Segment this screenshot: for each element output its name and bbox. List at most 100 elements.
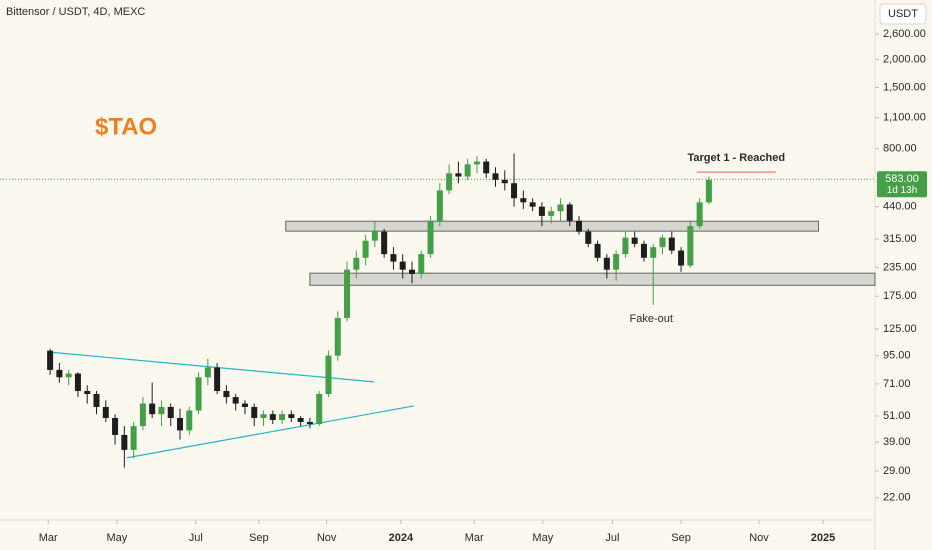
- fakeout-label: Fake-out: [630, 313, 673, 325]
- candle-body: [603, 257, 610, 270]
- candle-body: [668, 237, 675, 251]
- candle-body: [585, 231, 592, 244]
- candle-body: [316, 393, 323, 424]
- candle-body: [269, 414, 276, 420]
- candle-body: [251, 406, 258, 418]
- candle-body: [195, 377, 202, 411]
- candle-body: [325, 355, 332, 394]
- trendline: [127, 405, 414, 459]
- x-tick-label: 2024: [389, 532, 414, 544]
- trendline: [48, 351, 374, 383]
- candle-body: [84, 391, 91, 394]
- candle-body: [297, 417, 304, 422]
- chart-title: Bittensor / USDT, 4D, MEXC: [6, 6, 145, 18]
- candle-body: [557, 204, 564, 212]
- candle-body: [548, 211, 555, 216]
- candle-body: [74, 373, 81, 392]
- candle-body: [436, 190, 443, 221]
- countdown: 1d 13h: [887, 185, 918, 196]
- candle-body: [446, 173, 453, 191]
- candle-body: [408, 269, 415, 275]
- candle-body: [112, 417, 119, 435]
- candle-body: [204, 367, 211, 378]
- candle-body: [427, 220, 434, 255]
- x-tick-label: Mar: [465, 532, 484, 544]
- x-tick-label: 2025: [811, 532, 835, 544]
- y-tick-label: 29.00: [883, 465, 911, 477]
- candle-body: [464, 164, 471, 177]
- candle-body: [455, 173, 462, 177]
- candle-body: [418, 254, 425, 275]
- candle-body: [93, 393, 100, 407]
- x-tick-label: Sep: [249, 532, 269, 544]
- candle-body: [334, 317, 341, 356]
- last-price-box: [877, 171, 927, 198]
- candle-body: [696, 202, 703, 227]
- x-tick-label: Mar: [39, 532, 58, 544]
- candle-body: [344, 269, 351, 318]
- candle-body: [102, 406, 109, 418]
- y-tick-label: 175.00: [883, 290, 917, 302]
- candle-body: [288, 414, 295, 418]
- candle-body: [149, 403, 156, 415]
- y-tick-label: 39.00: [883, 436, 911, 448]
- target-label: Target 1 - Reached: [687, 152, 785, 164]
- candle-body: [511, 183, 518, 199]
- candle-body: [241, 403, 248, 407]
- candle-body: [130, 426, 137, 450]
- x-tick-label: May: [532, 532, 553, 544]
- candle-body: [566, 204, 573, 221]
- candle-body: [381, 231, 388, 255]
- candle-body: [65, 373, 72, 378]
- candle-body: [640, 243, 647, 258]
- zone: [309, 272, 876, 286]
- candle-body: [186, 410, 193, 431]
- last-price-label: 583.00: [885, 173, 919, 185]
- currency-box[interactable]: [879, 3, 927, 25]
- y-tick-label: 2,600.00: [883, 28, 926, 40]
- x-tick-label: Jul: [189, 532, 203, 544]
- candle-body: [687, 226, 694, 266]
- candle-body: [390, 254, 397, 262]
- candle-body: [353, 257, 360, 270]
- currency[interactable]: USDT: [888, 8, 918, 20]
- x-tick-label: Nov: [317, 532, 337, 544]
- candle-body: [650, 247, 657, 258]
- candle-body: [538, 206, 545, 216]
- candle-body: [659, 237, 666, 248]
- y-tick-label: 315.00: [883, 233, 917, 245]
- candle-body: [501, 179, 508, 184]
- candle-body: [529, 202, 536, 207]
- candle-body: [576, 220, 583, 232]
- candle-body: [371, 231, 378, 241]
- candle-body: [613, 254, 620, 270]
- candle-body: [139, 403, 146, 427]
- candle-body: [483, 161, 490, 174]
- y-tick-label: 1,100.00: [883, 112, 926, 124]
- candle-body: [622, 237, 629, 255]
- candle-body: [705, 179, 712, 203]
- y-tick-label: 235.00: [883, 262, 917, 274]
- y-tick-label: 800.00: [883, 142, 917, 154]
- ticker-label: $TAO: [95, 113, 157, 140]
- candle-body: [520, 198, 527, 203]
- candle-body: [279, 414, 286, 420]
- candle-body: [223, 391, 230, 398]
- y-tick-label: 1,500.00: [883, 81, 926, 93]
- candle-body: [158, 406, 165, 415]
- candle-body: [473, 161, 480, 165]
- x-tick-label: Jul: [605, 532, 619, 544]
- candle-body: [306, 421, 313, 424]
- zone: [285, 220, 819, 232]
- x-tick-label: May: [107, 532, 128, 544]
- y-tick-label: 95.00: [883, 350, 911, 362]
- y-tick-label: 2,000.00: [883, 53, 926, 65]
- candle-body: [362, 240, 369, 258]
- candle-body: [594, 243, 601, 258]
- candle-body: [56, 369, 63, 378]
- candle-body: [167, 406, 174, 418]
- y-tick-label: 125.00: [883, 323, 917, 335]
